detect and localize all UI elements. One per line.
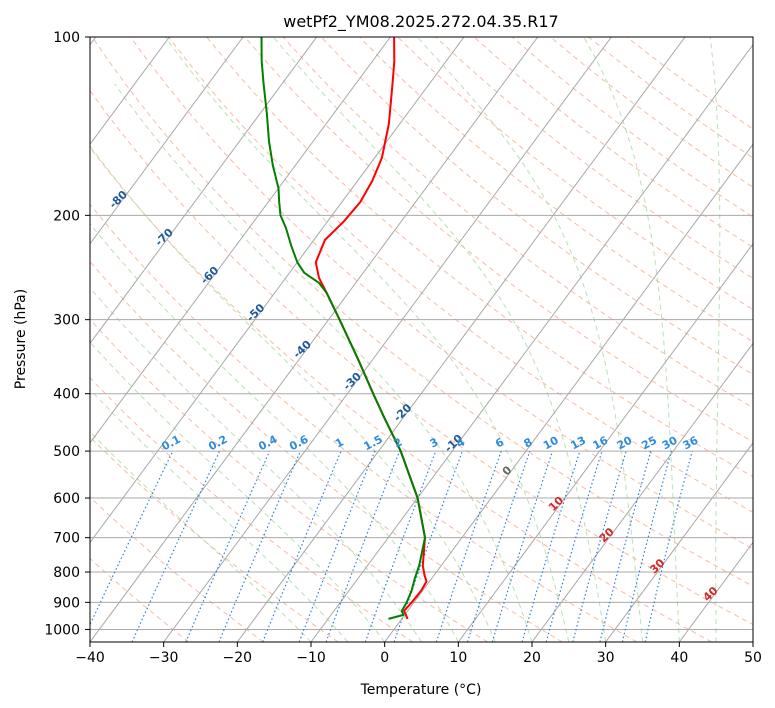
dry-adiabat [90, 557, 190, 642]
x-tick-label: 50 [744, 650, 762, 666]
mixing-ratio-label: 25 [639, 434, 659, 453]
y-tick-label: 200 [53, 208, 80, 224]
mixing-ratio-line [545, 450, 603, 642]
moist-adiabat [416, 37, 643, 642]
mixing-ratio-line [572, 450, 627, 642]
moist-adiabat [114, 83, 533, 642]
mixing-ratio-line [393, 450, 463, 642]
mixing-ratio-label: 36 [681, 434, 701, 453]
x-tick-label: −30 [149, 650, 179, 666]
y-tick-label: 700 [53, 531, 80, 547]
isotherm-line [163, 37, 612, 642]
x-tick-label: −10 [296, 650, 326, 666]
mixing-ratio-line [364, 450, 437, 642]
y-tick-label: 400 [53, 387, 80, 403]
moist-adiabat [90, 145, 496, 642]
y-tick-label: 800 [53, 565, 80, 581]
dry-adiabat [282, 37, 753, 409]
mixing-ratio-label: 13 [568, 434, 588, 453]
x-tick-label: −20 [223, 650, 253, 666]
x-tick-label: 0 [380, 650, 389, 666]
mixing-ratio-line [491, 450, 554, 642]
x-tick-label: 10 [449, 650, 467, 666]
dewpoint-profile-line [260, 37, 426, 620]
axes: −40 −30 −20 −10 0 10 20 30 40 50 1000 900 800 700 600 5… [44, 30, 762, 666]
mixing-ratio-label: 16 [591, 434, 611, 453]
mixing-ratio-line [599, 450, 652, 642]
moist-adiabat [90, 341, 386, 642]
isotherm-line [531, 342, 753, 642]
mixing-ratio-line [521, 450, 581, 642]
mixing-ratio-line [466, 450, 531, 642]
y-tick-label: 300 [53, 313, 80, 329]
y-tick-label: 900 [53, 595, 80, 611]
dry-adiabat [91, 37, 753, 587]
moist-adiabat [583, 37, 680, 642]
isotherm-line [605, 442, 753, 642]
moist-adiabat [90, 287, 422, 642]
moist-adiabat [272, 37, 607, 642]
isotherm-line [310, 43, 753, 642]
x-tick-label: 30 [597, 650, 615, 666]
y-axis-label: Pressure (hPa) [13, 289, 29, 389]
dry-adiabat [244, 37, 753, 443]
isotherm-line [457, 242, 753, 642]
chart-title: wetPf2_YM08.2025.272.04.35.R17 [283, 12, 558, 32]
mixing-ratio-line [325, 450, 401, 642]
dry-adiabat [168, 37, 753, 513]
moist-adiabat [709, 37, 721, 642]
mixing-ratio-line [621, 450, 672, 642]
dry-adiabat [90, 377, 414, 642]
mixing-ratio-line [262, 450, 342, 642]
isotherm-line [90, 37, 539, 642]
moist-adiabat [90, 388, 349, 642]
isotherm-line [90, 37, 391, 444]
dry-adiabat [90, 146, 712, 642]
mixing-ratio-line [298, 450, 376, 642]
isotherm-line [90, 37, 170, 146]
isotherm-line [236, 37, 686, 642]
moist-adiabat [90, 223, 459, 642]
isotherm-line [90, 37, 318, 345]
dry-adiabat [90, 89, 753, 626]
mixing-ratio-line [644, 450, 693, 642]
x-tick-label: 40 [670, 650, 688, 666]
y-tick-label: 600 [53, 491, 80, 507]
mixing-ratio-label: 20 [615, 434, 635, 453]
x-tick-label: −40 [75, 650, 105, 666]
y-tick-label: 100 [53, 30, 80, 46]
x-tick-label: 20 [523, 650, 541, 666]
y-tick-label: 500 [53, 444, 80, 460]
isotherm-line [90, 37, 244, 245]
mixing-ratio-label: 30 [660, 434, 680, 453]
mixing-ratio-label: 10 [541, 434, 561, 453]
x-axis-label: Temperature (°C) [360, 682, 482, 698]
y-tick-label: 1000 [44, 622, 80, 638]
isotherm-line [384, 143, 753, 642]
mixing-ratio-line [218, 450, 302, 642]
mixing-ratio-line [435, 450, 502, 642]
plot-frame [89, 36, 754, 643]
mixing-ratio-line [185, 450, 271, 642]
dry-adiabat [90, 203, 638, 642]
isotherm-line [90, 37, 465, 544]
